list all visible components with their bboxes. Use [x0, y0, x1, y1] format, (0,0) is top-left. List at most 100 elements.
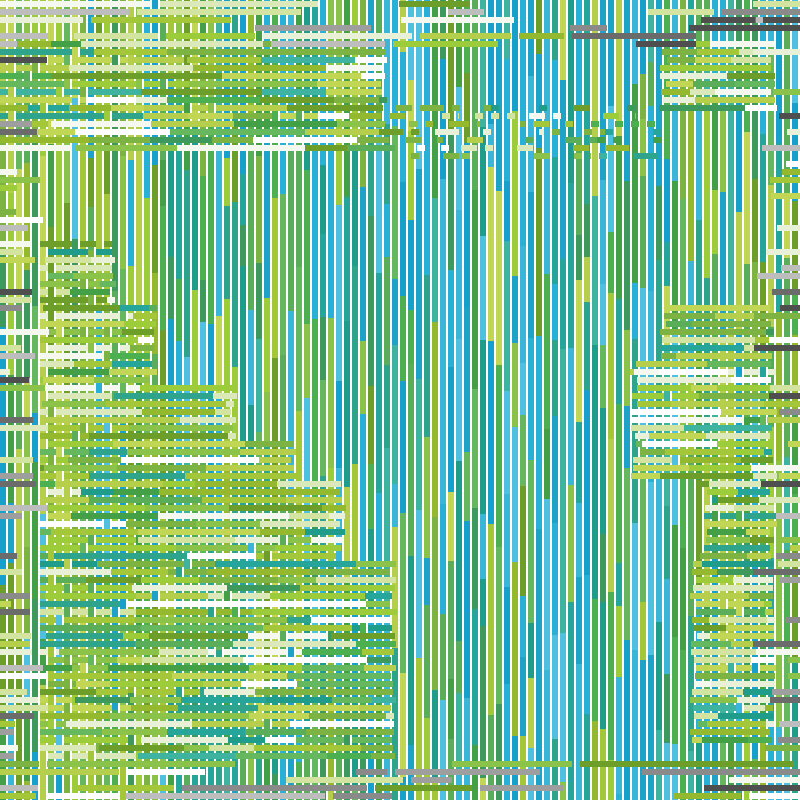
- warp-thread: [64, 398, 70, 584]
- warp-thread: [224, 756, 230, 800]
- edge-thread-right: [778, 561, 800, 567]
- weft-thread: [507, 113, 515, 119]
- warp-thread: [608, 592, 614, 760]
- warp-thread: [336, 0, 342, 97]
- weft-thread: [16, 65, 32, 71]
- warp-thread: [336, 665, 342, 727]
- weft-thread: [663, 97, 695, 103]
- warp-thread: [248, 115, 254, 310]
- edge-thread-right: [756, 649, 800, 655]
- weft-thread: [245, 729, 306, 735]
- weft-thread: [120, 705, 131, 711]
- warp-thread: [504, 181, 510, 241]
- weft-thread: [356, 641, 396, 647]
- warp-thread: [72, 390, 78, 459]
- weft-thread: [120, 305, 149, 311]
- weft-thread: [377, 689, 393, 695]
- warp-thread: [264, 298, 270, 392]
- warp-thread: [496, 365, 502, 547]
- edge-thread-left: [0, 257, 35, 263]
- weft-thread: [665, 449, 737, 455]
- edge-thread-right: [788, 673, 800, 679]
- warp-thread: [448, 0, 454, 134]
- warp-thread: [288, 785, 294, 800]
- weft-thread: [744, 609, 760, 615]
- warp-thread: [560, 259, 566, 349]
- warp-thread: [432, 690, 438, 780]
- warp-thread: [424, 558, 430, 605]
- weft-thread: [437, 137, 443, 143]
- warp-thread: [760, 456, 766, 551]
- weft-thread: [484, 105, 491, 111]
- warp-thread: [280, 194, 286, 355]
- warp-thread: [392, 279, 398, 345]
- weft-thread: [326, 89, 382, 95]
- warp-thread: [744, 132, 750, 264]
- weft-thread: [160, 561, 184, 567]
- weft-thread: [86, 97, 136, 103]
- weft-thread: [97, 561, 160, 567]
- warp-thread: [496, 547, 502, 704]
- warp-thread: [456, 339, 462, 461]
- weft-thread: [711, 681, 775, 687]
- weft-thread: [461, 145, 477, 151]
- warp-thread: [736, 212, 742, 333]
- edge-thread-right: [780, 577, 800, 583]
- warp-thread: [712, 0, 718, 76]
- warp-thread: [792, 201, 798, 292]
- warp-thread: [504, 587, 510, 684]
- weft-thread: [72, 561, 97, 567]
- warp-thread: [376, 346, 382, 493]
- warp-thread: [472, 0, 478, 190]
- weft-thread: [534, 153, 550, 159]
- warp-thread: [728, 161, 734, 328]
- weft-thread: [322, 505, 346, 511]
- warp-thread: [8, 503, 14, 563]
- weft-thread: [573, 145, 589, 151]
- warp-thread: [80, 104, 86, 276]
- warp-thread: [584, 257, 590, 302]
- edge-thread-top: [636, 41, 696, 47]
- weft-thread: [705, 505, 734, 511]
- weft-thread: [40, 281, 80, 287]
- warp-thread: [328, 318, 334, 468]
- weft-thread: [590, 153, 591, 159]
- edge-thread-right: [782, 169, 800, 175]
- weft-thread: [689, 465, 777, 471]
- warp-thread: [672, 181, 678, 334]
- weft-thread: [110, 353, 150, 359]
- weft-thread: [270, 593, 365, 599]
- weft-thread: [185, 473, 297, 479]
- warp-thread: [528, 678, 534, 748]
- weft-thread: [633, 465, 689, 471]
- weft-thread: [265, 737, 296, 743]
- weft-thread: [631, 425, 684, 431]
- weft-thread: [121, 457, 259, 463]
- weft-thread: [332, 697, 372, 703]
- weft-thread: [717, 569, 773, 575]
- weft-thread: [477, 121, 480, 127]
- weft-thread: [672, 393, 699, 399]
- warp-thread: [24, 163, 30, 270]
- edge-thread-left: [0, 305, 22, 311]
- weft-thread: [243, 657, 367, 663]
- weft-thread: [396, 105, 412, 111]
- weft-thread: [709, 481, 766, 487]
- weft-thread: [216, 105, 287, 111]
- weft-thread: [599, 153, 607, 159]
- weft-thread: [120, 345, 130, 351]
- weft-thread: [40, 313, 48, 319]
- weft-thread: [40, 361, 74, 367]
- warp-thread: [672, 637, 678, 744]
- warp-thread: [336, 205, 342, 381]
- weft-thread: [136, 593, 152, 599]
- warp-thread: [536, 148, 542, 336]
- weft-thread: [40, 449, 56, 455]
- weft-thread: [43, 377, 94, 383]
- weft-thread: [40, 617, 56, 623]
- edge-thread-bottom: [127, 769, 205, 775]
- weft-thread: [48, 249, 88, 255]
- weft-thread: [48, 545, 80, 551]
- edge-thread-left: [0, 593, 30, 599]
- weft-thread: [749, 593, 773, 599]
